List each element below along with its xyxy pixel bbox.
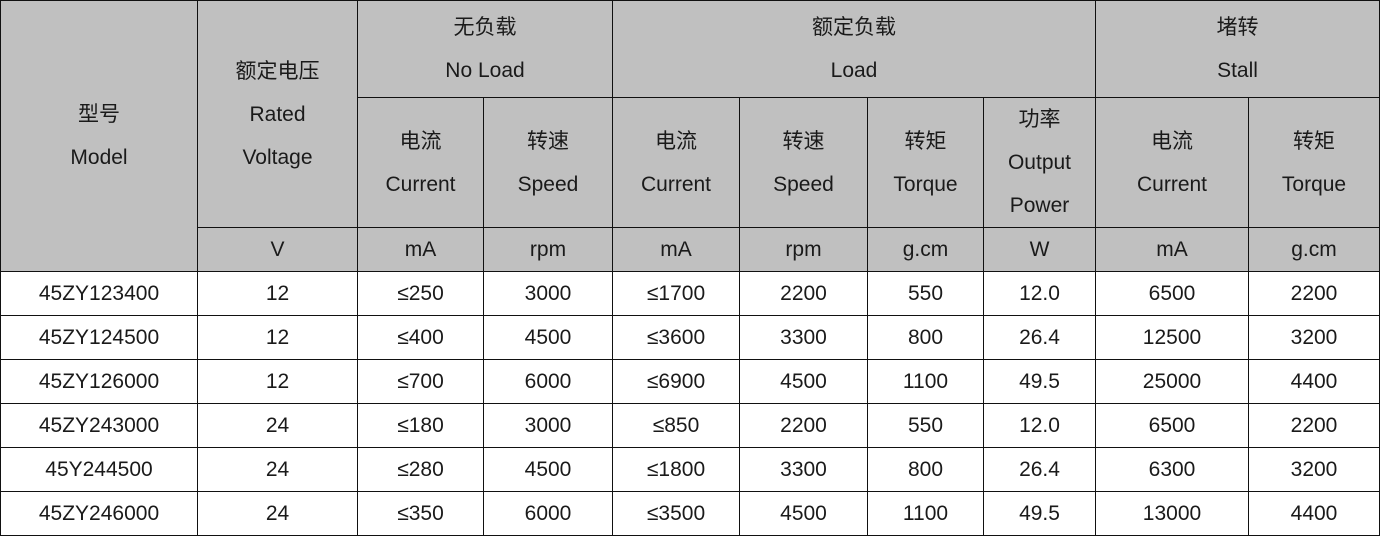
- subheader-speed: 转速 Speed: [483, 97, 613, 228]
- table-cell: 4500: [483, 315, 613, 360]
- table-cell: ≤850: [612, 403, 740, 448]
- subheader-current: 电流 Current: [612, 97, 740, 228]
- table-cell: 2200: [739, 403, 868, 448]
- table-cell: 12500: [1095, 315, 1249, 360]
- header-voltage: 额定电压 Rated Voltage: [197, 0, 358, 228]
- subheader-current: 电流 Current: [1095, 97, 1249, 228]
- header-no-load: 无负载 No Load: [357, 0, 613, 98]
- table-cell: ≤400: [357, 315, 484, 360]
- table-cell: 4400: [1248, 491, 1380, 536]
- table-cell: 13000: [1095, 491, 1249, 536]
- unit-cell: mA: [1095, 227, 1249, 272]
- table-cell: 550: [867, 271, 984, 316]
- table-row: 45ZY126000 12 ≤700 6000 ≤6900 4500 1100 49.5 250…: [0, 359, 1380, 404]
- table-cell: 550: [867, 403, 984, 448]
- table-cell: 1100: [867, 359, 984, 404]
- table-cell: 4500: [739, 491, 868, 536]
- table-cell: 45ZY124500: [0, 315, 198, 360]
- table-cell: ≤1800: [612, 447, 740, 492]
- unit-cell: g.cm: [867, 227, 984, 272]
- unit-cell: g.cm: [1248, 227, 1380, 272]
- table-cell: 2200: [1248, 403, 1380, 448]
- unit-cell: mA: [357, 227, 484, 272]
- table-row: 45ZY246000 24 ≤350 6000 ≤3500 4500 1100 49.5 130…: [0, 491, 1380, 536]
- subheader-current: 电流 Current: [357, 97, 484, 228]
- unit-voltage: V: [197, 227, 358, 272]
- table-cell: 45ZY246000: [0, 491, 198, 536]
- table-cell: 45ZY243000: [0, 403, 198, 448]
- table-cell: ≤1700: [612, 271, 740, 316]
- table-cell: 24: [197, 403, 358, 448]
- table-cell: 2200: [739, 271, 868, 316]
- table-cell: ≤700: [357, 359, 484, 404]
- table-cell: 25000: [1095, 359, 1249, 404]
- table-cell: 12.0: [983, 403, 1096, 448]
- table-cell: 800: [867, 315, 984, 360]
- table-cell: 24: [197, 491, 358, 536]
- table-cell: 26.4: [983, 447, 1096, 492]
- table-row: 45ZY243000 24 ≤180 3000 ≤850 2200 550 12.0 6500 2…: [0, 403, 1380, 448]
- table-cell: 45ZY123400: [0, 271, 198, 316]
- unit-cell: rpm: [483, 227, 613, 272]
- table-cell: 4500: [483, 447, 613, 492]
- table-cell: 6000: [483, 491, 613, 536]
- table-cell: 6000: [483, 359, 613, 404]
- table-cell: 4400: [1248, 359, 1380, 404]
- subheader-output: 功率 Output Power: [983, 97, 1096, 228]
- header-model: 型号 Model: [0, 0, 198, 272]
- table-cell: 3300: [739, 315, 868, 360]
- table-row: 45ZY124500 12 ≤400 4500 ≤3600 3300 800 26.4 1250…: [0, 315, 1380, 360]
- table-cell: ≤3500: [612, 491, 740, 536]
- header-stall: 堵转 Stall: [1095, 0, 1380, 98]
- table-cell: 3000: [483, 403, 613, 448]
- subheader-speed: 转速 Speed: [739, 97, 868, 228]
- table-cell: 45ZY126000: [0, 359, 198, 404]
- table-cell: 12: [197, 315, 358, 360]
- table-cell: 3200: [1248, 315, 1380, 360]
- table-cell: 49.5: [983, 359, 1096, 404]
- table-cell: 26.4: [983, 315, 1096, 360]
- table-cell: 2200: [1248, 271, 1380, 316]
- table-cell: 800: [867, 447, 984, 492]
- table-cell: 4500: [739, 359, 868, 404]
- table-row: 45ZY123400 12 ≤250 3000 ≤1700 2200 550 12.0 6500…: [0, 271, 1380, 316]
- table-cell: 24: [197, 447, 358, 492]
- table-row: 45Y244500 24 ≤280 4500 ≤1800 3300 800 26.4 6300 3…: [0, 447, 1380, 492]
- table-cell: ≤6900: [612, 359, 740, 404]
- table-cell: 49.5: [983, 491, 1096, 536]
- table-cell: 6500: [1095, 271, 1249, 316]
- table-cell: 3000: [483, 271, 613, 316]
- table-cell: 12: [197, 271, 358, 316]
- unit-cell: W: [983, 227, 1096, 272]
- table-cell: 6300: [1095, 447, 1249, 492]
- unit-cell: rpm: [739, 227, 868, 272]
- table-cell: 3200: [1248, 447, 1380, 492]
- table-cell: 3300: [739, 447, 868, 492]
- table-cell: ≤250: [357, 271, 484, 316]
- table-cell: 12: [197, 359, 358, 404]
- header-load: 额定负载 Load: [612, 0, 1096, 98]
- table-cell: ≤180: [357, 403, 484, 448]
- unit-cell: mA: [612, 227, 740, 272]
- table-cell: 12.0: [983, 271, 1096, 316]
- subheader-torque: 转矩 Torque: [1248, 97, 1380, 228]
- table-cell: ≤280: [357, 447, 484, 492]
- table-cell: 1100: [867, 491, 984, 536]
- table-cell: 45Y244500: [0, 447, 198, 492]
- table-cell: ≤3600: [612, 315, 740, 360]
- subheader-torque: 转矩 Torque: [867, 97, 984, 228]
- table-cell: 6500: [1095, 403, 1249, 448]
- table-cell: ≤350: [357, 491, 484, 536]
